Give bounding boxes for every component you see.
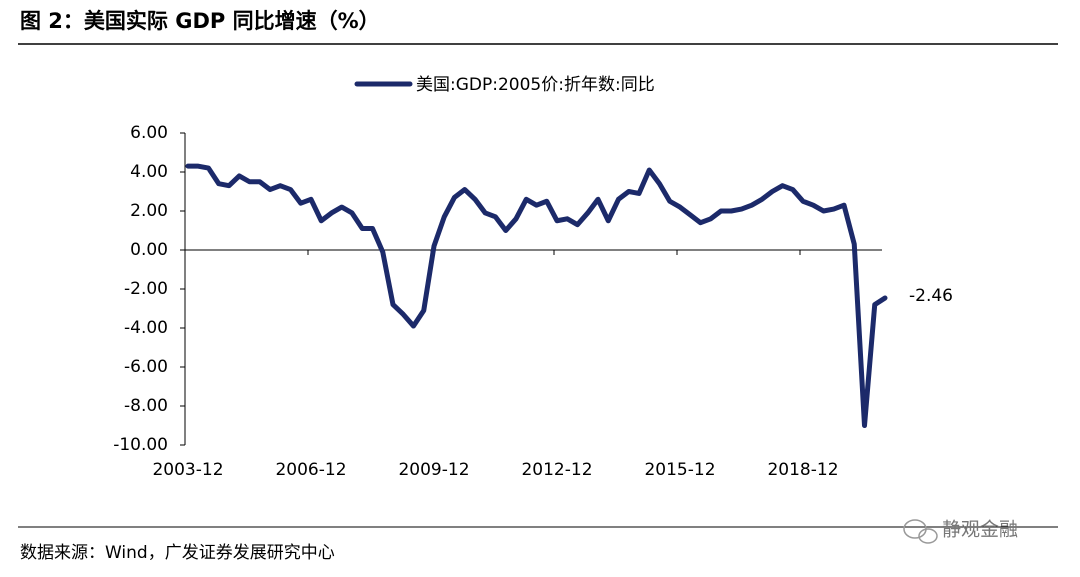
y-tick-label: 2.00 <box>130 201 168 221</box>
y-tick-label: 4.00 <box>130 162 168 182</box>
legend-label: 美国:GDP:2005价:折年数:同比 <box>416 75 655 95</box>
x-tick-label: 2012-12 <box>521 460 592 480</box>
watermark: 静观金融 <box>942 519 1018 541</box>
end-value-label: -2.46 <box>909 286 953 306</box>
y-tick-label: -2.00 <box>124 279 168 299</box>
watermark-icon <box>903 519 938 544</box>
y-tick-label: 0.00 <box>130 240 168 260</box>
y-tick-label: -4.00 <box>124 318 168 338</box>
x-tick-label: 2006-12 <box>275 460 346 480</box>
x-tick-label: 2009-12 <box>398 460 469 480</box>
source: 数据来源：Wind，广发证券发展研究中心 <box>20 543 335 563</box>
y-tick-label: 6.00 <box>130 123 168 143</box>
y-tick-label: -10.00 <box>113 435 168 455</box>
y-tick-label: -6.00 <box>124 357 168 377</box>
y-tick-label: -8.00 <box>124 396 168 416</box>
x-tick-label: 2003-12 <box>152 460 223 480</box>
title: 图 2：美国实际 GDP 同比增速（%） <box>20 9 380 33</box>
x-tick-label: 2015-12 <box>644 460 715 480</box>
line-series <box>185 163 888 428</box>
x-tick-label: 2018-12 <box>767 460 838 480</box>
